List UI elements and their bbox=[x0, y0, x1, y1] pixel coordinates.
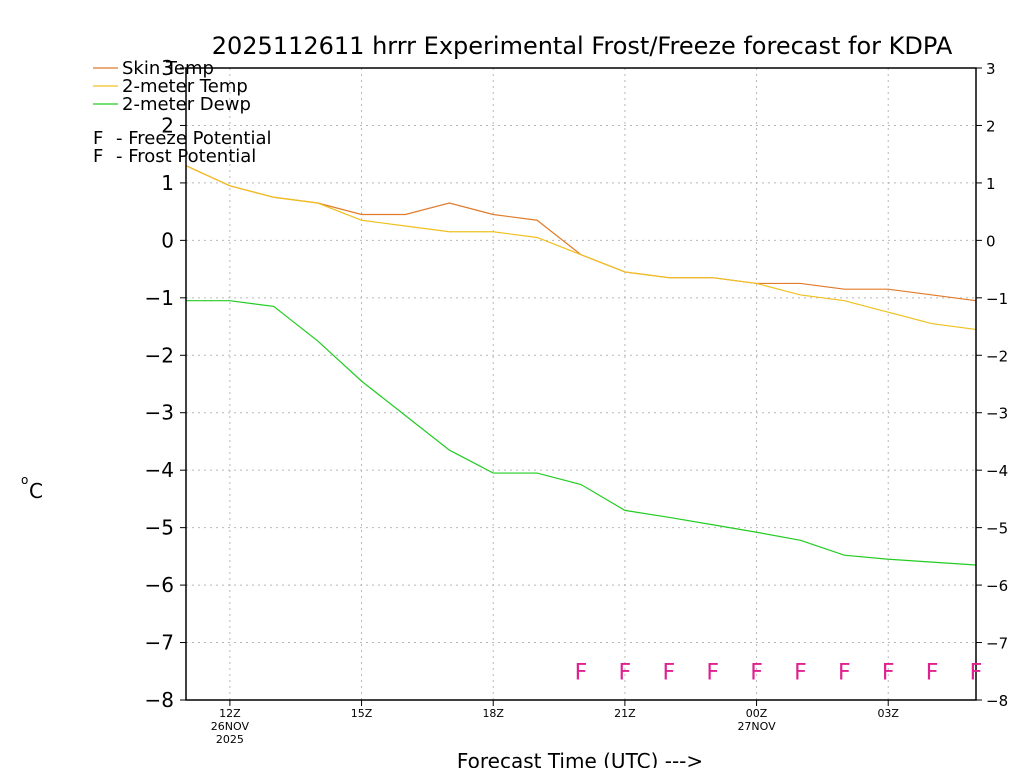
freeze-potential-marker: F bbox=[750, 660, 763, 685]
freeze-potential-marker: F bbox=[662, 660, 675, 685]
y-tick-label-left: −4 bbox=[145, 458, 174, 482]
grid bbox=[186, 68, 976, 700]
y-axis-label-unit: C bbox=[29, 479, 43, 503]
y-tick-label-right: 1 bbox=[986, 175, 996, 193]
y-tick-label-right: −3 bbox=[986, 405, 1008, 423]
y-tick-label-right: 3 bbox=[986, 60, 996, 78]
y-tick-label-left: 1 bbox=[161, 171, 174, 195]
y-tick-label-left: −6 bbox=[145, 573, 174, 597]
legend-potential-symbol: F bbox=[93, 146, 103, 167]
freeze-potential-marker: F bbox=[926, 660, 939, 685]
freeze-potential-marker: F bbox=[838, 660, 851, 685]
series-line-2-meter-temp bbox=[185, 165, 977, 331]
x-tick-label-line2: 27NOV bbox=[737, 720, 776, 733]
series-line-2-meter-dewp bbox=[186, 300, 977, 566]
y-tick-label-left: −1 bbox=[145, 286, 174, 310]
x-tick-label-line3: 2025 bbox=[216, 733, 244, 746]
freeze-potential-marker: F bbox=[970, 660, 983, 685]
y-tick-label-left: −8 bbox=[145, 688, 174, 712]
series-line-skin-temp bbox=[185, 165, 977, 302]
y-tick-label-right: −8 bbox=[986, 692, 1008, 710]
y-tick-label-right: −4 bbox=[986, 462, 1008, 480]
y-tick-label-left: −7 bbox=[145, 631, 174, 655]
y-tick-label-right: −7 bbox=[986, 635, 1008, 653]
y-tick-label-left: −3 bbox=[145, 401, 174, 425]
y-tick-label-right: 2 bbox=[986, 117, 996, 135]
freeze-potential-marker: F bbox=[882, 660, 895, 685]
y-axis: 3 3 2 2 1 1 0 0 −1 −1 −2 −2 −3 −3 −4 −4 −5 −5 −6 −6 −7 −7 −8 −8 bbox=[145, 56, 1009, 712]
y-tick-label-right: −1 bbox=[986, 290, 1008, 308]
y-tick-label-right: −2 bbox=[986, 347, 1008, 365]
x-tick-label-line1: 12Z bbox=[219, 707, 241, 720]
freeze-potential-marker: F bbox=[575, 660, 588, 685]
y-axis-label-degree: o bbox=[21, 473, 28, 487]
legend-label: Skin Temp bbox=[122, 58, 214, 79]
series-lines bbox=[185, 165, 977, 566]
y-tick-label-left: 2 bbox=[161, 113, 174, 137]
plot-frame bbox=[185, 67, 977, 701]
y-tick-label-right: −6 bbox=[986, 577, 1008, 595]
legend-potential-symbol: F bbox=[93, 128, 103, 149]
legend-potential-label: - Freeze Potential bbox=[116, 128, 272, 149]
x-tick-label-line1: 03Z bbox=[877, 707, 899, 720]
y-tick-label-right: 0 bbox=[986, 232, 996, 250]
x-tick-label-line1: 21Z bbox=[614, 707, 636, 720]
chart-title: 2025112611 hrrr Experimental Frost/Freez… bbox=[212, 32, 953, 60]
x-tick-label-line1: 00Z bbox=[746, 707, 768, 720]
freeze-potential-marker: F bbox=[706, 660, 719, 685]
x-tick-label-line1: 18Z bbox=[482, 707, 504, 720]
y-axis-label: o C bbox=[21, 473, 43, 503]
y-tick-label-left: 3 bbox=[161, 56, 174, 80]
x-tick-label-line2: 26NOV bbox=[211, 720, 250, 733]
x-axis-label: Forecast Time (UTC) ---> bbox=[457, 749, 703, 768]
freeze-potential-marker: F bbox=[794, 660, 807, 685]
y-tick-label-right: −5 bbox=[986, 520, 1008, 538]
legend-potential-label: - Frost Potential bbox=[116, 146, 256, 167]
y-tick-label-left: −2 bbox=[145, 343, 174, 367]
legend-label: 2-meter Temp bbox=[122, 76, 248, 97]
y-tick-label-left: 0 bbox=[161, 228, 174, 252]
freeze-potential-marker: F bbox=[619, 660, 632, 685]
x-tick-label-line1: 15Z bbox=[351, 707, 373, 720]
y-tick-label-left: −5 bbox=[145, 516, 174, 540]
legend-label: 2-meter Dewp bbox=[122, 94, 251, 115]
